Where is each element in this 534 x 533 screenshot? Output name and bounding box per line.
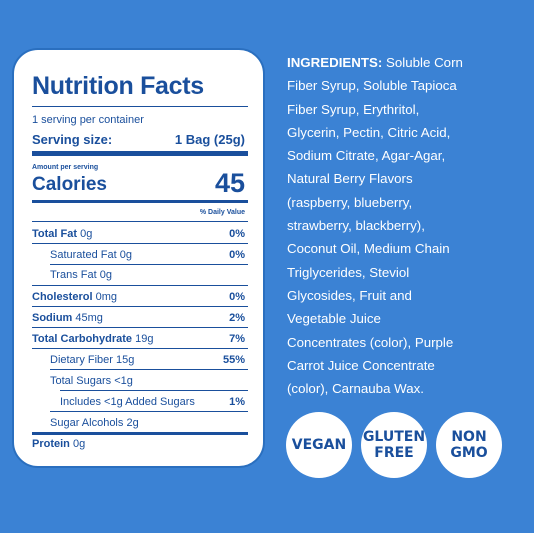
ingredients-line: Fiber Syrup, Erythritol, [287, 101, 420, 117]
row-rule [32, 432, 248, 435]
ingredients-line: Carrot Juice Concentrate [287, 357, 435, 373]
row-amount: 0g [72, 438, 86, 450]
row-rule [32, 243, 248, 244]
row-label: Dietary Fiber [50, 354, 113, 366]
row-dv: 0% [229, 291, 245, 303]
row-label: Saturated Fat [50, 249, 117, 261]
row-rule [32, 285, 248, 286]
badge-line: VEGAN [291, 437, 347, 453]
row-rule [32, 306, 248, 307]
badge-line: GLUTEN [362, 429, 426, 445]
row-amount: 0mg [95, 291, 117, 303]
ingredients-line: Sodium Citrate, Agar-Agar, [287, 148, 446, 164]
row-amount: <1g [114, 375, 133, 387]
row-label: Cholesterol [32, 291, 93, 303]
calories-value: 45 [214, 168, 245, 198]
ingredients-line: Fiber Syrup, Soluble Tapioca [287, 78, 457, 94]
row-amount: 0g [99, 269, 112, 281]
row-added-sugars: Includes <1g Added Sugars [60, 396, 195, 408]
row-cholesterol: Cholesterol 0mg [32, 291, 117, 303]
ingredients-line: Concentrates (color), Purple [287, 334, 454, 350]
serving-size-value: 1 Bag (25g) [174, 132, 245, 147]
row-dv: 0% [229, 249, 245, 261]
row-rule [32, 327, 248, 328]
ingredients-line: Triglycerides, Steviol [287, 264, 410, 280]
ingredients-text: INGREDIENTS: Soluble Corn Fiber Syrup, S… [287, 51, 519, 400]
nutrition-facts-panel: Nutrition Facts 1 serving per container … [12, 48, 265, 468]
non-gmo-badge: NON GMO [436, 412, 502, 478]
row-rule [50, 264, 248, 265]
amount-per-serving: Amount per serving [32, 164, 99, 171]
row-label: Total Sugars [50, 375, 112, 387]
row-dv: 1% [229, 396, 245, 408]
ingredients-line: strawberry, blackberry), [287, 218, 425, 234]
daily-value-header: % Daily Value [199, 209, 245, 216]
row-rule [50, 369, 248, 370]
servings-per-container: 1 serving per container [32, 114, 144, 126]
ingredients-line: Vegetable Juice [287, 311, 381, 327]
ingredients-line: Coconut Oil, Medium Chain [287, 241, 450, 257]
row-dv: 55% [222, 354, 245, 366]
ingredients-line: Glycerin, Pectin, Citric Acid, [287, 124, 451, 140]
badge-line: GMO [450, 445, 488, 461]
calories-label: Calories [32, 174, 107, 195]
row-label: Total Carbohydrate [32, 333, 133, 345]
row-label: Trans Fat [50, 269, 97, 281]
serving-thick-rule [32, 151, 248, 156]
dv-rule [32, 221, 248, 222]
row-sugar-alcohols: Sugar Alcohols 2g [50, 417, 139, 429]
row-total-fat: Total Fat 0g [32, 228, 92, 240]
row-label: Includes <1g Added Sugars [60, 396, 195, 408]
row-total-carbohydrate: Total Carbohydrate 19g [32, 333, 153, 345]
ingredients-line: Natural Berry Flavors [287, 171, 413, 187]
row-trans-fat: Trans Fat 0g [50, 269, 112, 281]
row-dv: 7% [229, 333, 245, 345]
row-sodium: Sodium 45mg [32, 312, 103, 324]
calories-thick-rule [32, 200, 248, 203]
row-rule [32, 348, 248, 349]
ingredients-line: (color), Carnauba Wax. [287, 381, 424, 397]
row-protein: Protein 0g [32, 438, 85, 450]
row-dietary-fiber: Dietary Fiber 15g [50, 354, 134, 366]
serving-size-label: Serving size: [32, 132, 113, 147]
badge-line: NON [451, 429, 487, 445]
row-amount: 45mg [75, 312, 103, 324]
ingredients-line: Soluble Corn [386, 55, 463, 70]
row-amount: 15g [116, 354, 135, 366]
ingredients-line: (raspberry, blueberry, [287, 194, 413, 210]
ingredients-line: Glycosides, Fruit and [287, 287, 412, 303]
row-amount: 0g [119, 249, 132, 261]
nutrition-facts-title: Nutrition Facts [32, 72, 204, 100]
row-amount: 19g [135, 333, 154, 345]
row-label: Total Fat [32, 228, 78, 240]
row-label: Protein [32, 438, 70, 450]
row-label: Sugar Alcohols [50, 417, 124, 429]
row-dv: 2% [229, 312, 245, 324]
ingredients-heading: INGREDIENTS: [287, 55, 383, 70]
badge-line: FREE [374, 445, 414, 461]
row-saturated-fat: Saturated Fat 0g [50, 249, 132, 261]
row-rule [50, 411, 248, 412]
row-label: Sodium [32, 312, 73, 324]
vegan-badge: VEGAN [286, 412, 352, 478]
row-amount: 2g [126, 417, 139, 429]
row-total-sugars: Total Sugars <1g [50, 375, 133, 387]
row-rule [60, 390, 248, 391]
row-dv: 0% [229, 228, 245, 240]
row-amount: 0g [80, 228, 93, 240]
gluten-free-badge: GLUTEN FREE [361, 412, 427, 478]
title-rule [32, 106, 248, 107]
